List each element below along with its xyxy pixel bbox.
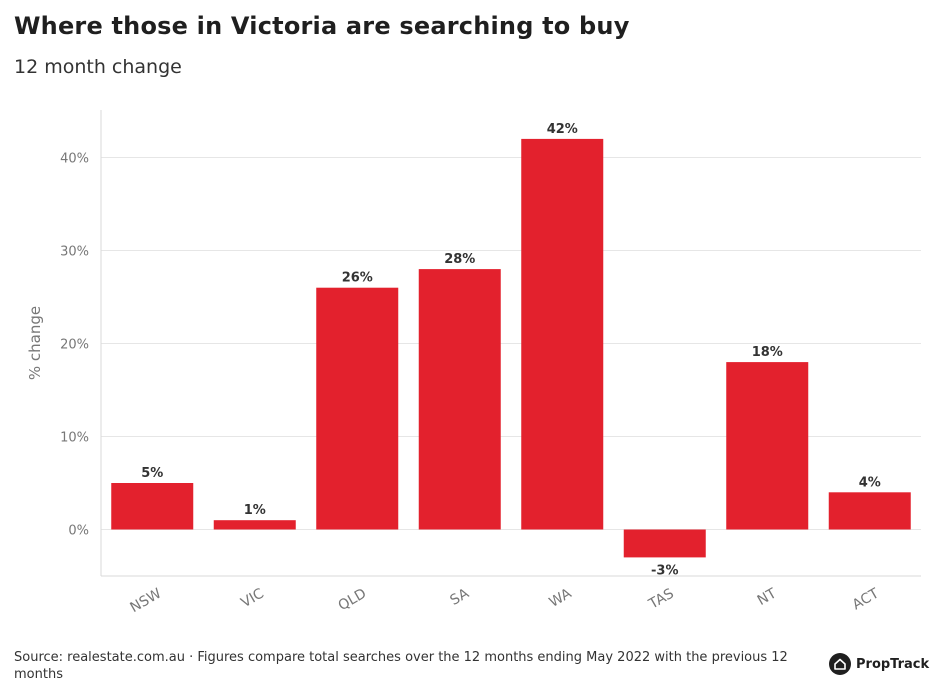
data-label-wa: 42% [547,122,578,137]
y-tick-label: 0% [68,524,89,539]
brand-name: PropTrack [856,656,930,672]
data-label-sa: 28% [444,252,475,267]
x-tick-label: SA [448,585,473,608]
bars [111,138,911,558]
x-tick-label: WA [547,585,575,610]
x-tick-label: NSW [127,586,164,617]
data-label-nsw: 5% [141,466,163,481]
x-tick-label: VIC [238,585,267,611]
x-tick-label: ACT [850,585,882,613]
y-axis-label: % change [26,306,44,380]
x-tick-label: TAS [645,586,676,613]
data-label-nt: 18% [752,345,783,360]
data-label-act: 4% [859,475,881,490]
chart-title: Where those in Victoria are searching to… [14,12,630,40]
bar-nt [726,362,809,530]
proptrack-logo: PropTrack [829,652,929,676]
bar-wa [521,138,604,530]
x-tick-labels: NSW VIC QLD SA WA TAS NT ACT [127,585,882,616]
data-label-qld: 26% [342,271,373,286]
bar-nsw [111,483,194,530]
data-label-vic: 1% [244,503,266,518]
bar-qld [316,287,399,530]
data-labels: 5% 1% 26% 28% 42% -3% 18% 4% [141,122,881,579]
bar-vic [213,520,296,530]
y-tick-labels: 0% 10% 20% 30% 40% [60,152,89,539]
bar-sa [418,269,501,530]
bar-act [828,492,911,530]
house-icon [829,653,851,675]
bar-tas [623,529,706,558]
x-tick-label: QLD [336,586,370,615]
x-tick-label: NT [755,585,780,609]
source-note: Source: realestate.com.au · Figures comp… [14,650,788,679]
y-tick-label: 20% [60,338,89,353]
chart-subtitle: 12 month change [14,56,182,78]
y-tick-label: 10% [60,431,89,446]
y-tick-label: 40% [60,152,89,167]
y-tick-label: 30% [60,245,89,260]
data-label-tas: -3% [651,563,678,578]
